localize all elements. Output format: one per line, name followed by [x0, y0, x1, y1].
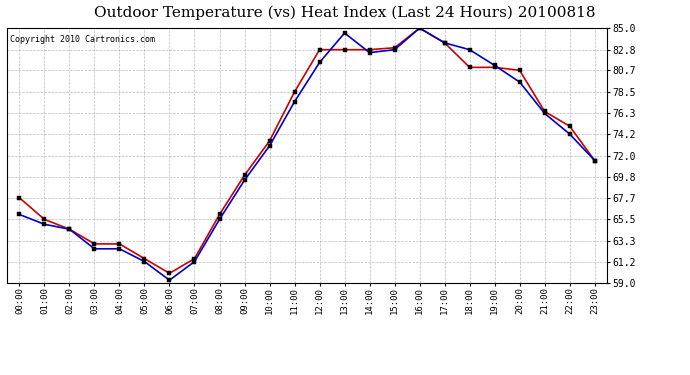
Text: Copyright 2010 Cartronics.com: Copyright 2010 Cartronics.com: [10, 34, 155, 44]
Text: Outdoor Temperature (vs) Heat Index (Last 24 Hours) 20100818: Outdoor Temperature (vs) Heat Index (Las…: [95, 6, 595, 20]
